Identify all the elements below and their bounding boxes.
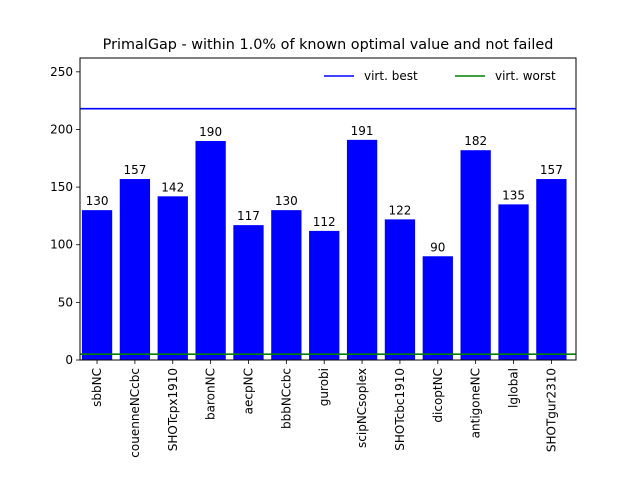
chart-title: PrimalGap - within 1.0% of known optimal… <box>103 37 554 53</box>
bar-value-label: 117 <box>237 209 260 223</box>
y-tick-label: 0 <box>65 353 73 367</box>
y-tick-label: 100 <box>50 238 73 252</box>
bar <box>157 196 188 360</box>
bars <box>81 139 567 360</box>
y-tick-label: 150 <box>50 180 73 194</box>
bar <box>422 256 453 360</box>
x-tick-label: antigoneNC <box>469 368 483 438</box>
bar <box>119 179 151 360</box>
y-tick-label: 50 <box>58 295 73 309</box>
bar <box>309 230 340 360</box>
bar-value-label: 157 <box>123 163 146 177</box>
bar-value-label: 122 <box>388 203 411 217</box>
x-tick-label: baronNC <box>204 368 218 420</box>
bar <box>233 225 264 360</box>
bar-value-label: 112 <box>313 215 336 229</box>
x-axis: sbbNC couenneNCcbc SHOTcpx1910 baronNC aecpN… <box>90 360 558 458</box>
y-tick-label: 200 <box>50 122 73 136</box>
x-tick-label: gurobi <box>317 368 331 406</box>
y-tick-label: 250 <box>50 65 73 79</box>
bar-labels: 130 157 142 190 117 130 112 191 122 90 182 135 157 <box>86 124 563 254</box>
x-tick-label: SHOTcpx1910 <box>166 368 180 451</box>
bar-value-label: 182 <box>464 134 487 148</box>
bar <box>195 140 226 360</box>
x-tick-label: scipNCsoplex <box>355 368 369 448</box>
bar-value-label: 157 <box>540 163 563 177</box>
bar-value-label: 130 <box>275 194 298 208</box>
bar-value-label: 190 <box>199 125 222 139</box>
bar <box>271 210 302 360</box>
x-tick-label: SHOTgur2310 <box>544 368 558 452</box>
plot-frame <box>79 57 577 361</box>
legend-label: virt. worst <box>495 69 556 83</box>
bar-value-label: 135 <box>502 188 525 202</box>
legend: virt. best virt. worst <box>324 69 556 83</box>
bar <box>536 179 567 360</box>
reference-lines <box>80 107 576 356</box>
legend-label: virt. best <box>364 69 418 83</box>
x-tick-label: sbbNC <box>90 368 104 407</box>
bar <box>384 219 416 360</box>
x-tick-label: SHOTcbc1910 <box>393 368 407 451</box>
y-axis: 0 50 100 150 200 250 <box>50 65 80 367</box>
x-tick-label: couenneNCcbc <box>128 368 142 458</box>
x-tick-label: lglobal <box>507 368 521 408</box>
x-tick-label: aecpNC <box>241 368 255 414</box>
bar-value-label: 90 <box>430 240 445 254</box>
bar-value-label: 130 <box>86 194 109 208</box>
bar <box>460 150 491 360</box>
bar-value-label: 191 <box>351 124 374 138</box>
x-tick-label: dicoptNC <box>431 368 445 423</box>
bar <box>498 204 529 360</box>
bar <box>346 139 378 360</box>
bar <box>81 210 113 360</box>
bar-value-label: 142 <box>161 180 184 194</box>
x-tick-label: bbbNCcbc <box>279 368 293 429</box>
